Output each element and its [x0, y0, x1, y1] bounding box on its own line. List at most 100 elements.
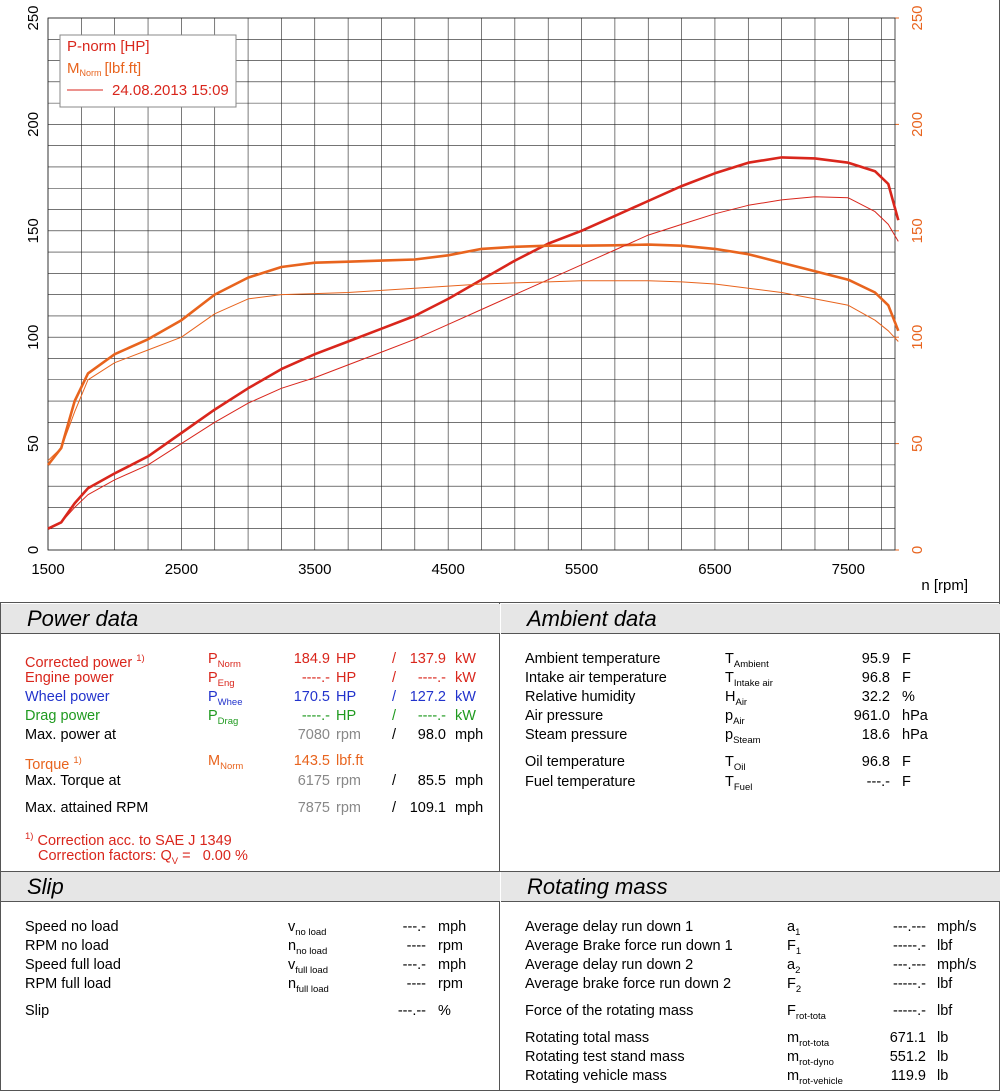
row-label: Intake air temperature [525, 669, 667, 687]
label-text: Rotating vehicle mass [525, 1068, 667, 1084]
unit: lb [937, 1049, 949, 1065]
value: 96.8 [861, 670, 890, 686]
x-tick-label: 2500 [165, 561, 198, 578]
legend-label-part: M [67, 60, 80, 77]
value: -----.- [892, 1003, 926, 1019]
unit: rpm [336, 727, 361, 743]
x-tick-label: 1500 [31, 561, 64, 578]
symbol: nno load [288, 937, 327, 961]
label-text: Slip [25, 1003, 50, 1019]
symbol-sub: Drag [217, 716, 239, 727]
value: ----.- [301, 670, 330, 686]
symbol-main: M [208, 753, 221, 769]
value: ---.--- [892, 919, 926, 935]
row-label: RPM full load [25, 975, 111, 993]
symbol-sub: Air [735, 697, 748, 708]
label-text: Ambient temperature [525, 651, 661, 667]
label-text: Average delay run down 1 [525, 919, 694, 935]
data-line [46, 243, 900, 466]
label-text: Engine power [25, 670, 114, 686]
label-text: Average brake force run down 2 [525, 976, 732, 992]
unit: mph [438, 957, 467, 973]
label-text: Air pressure [525, 708, 604, 724]
separator: / [392, 651, 397, 667]
value: ---.--- [892, 957, 926, 973]
symbol-sub: Norm [220, 761, 244, 772]
symbol-sub: Steam [733, 735, 761, 746]
value: 7080 [297, 727, 330, 743]
legend-label-part: P-norm [HP] [67, 38, 150, 55]
y-tick-label: 0 [25, 546, 42, 554]
symbol-main: a [787, 919, 796, 935]
y-tick-label: 100 [25, 325, 42, 350]
label-text: RPM full load [25, 976, 112, 992]
value: 127.2 [409, 689, 446, 705]
symbol: pSteam [725, 726, 761, 750]
unit: lb [937, 1030, 949, 1046]
footnote-tail: = 0.00 % [178, 848, 248, 864]
unit: kW [455, 651, 476, 667]
symbol-sub: 2 [795, 984, 802, 995]
value: 32.2 [861, 689, 890, 705]
row-label: Slip [25, 1002, 49, 1020]
symbol-main: v [288, 919, 296, 935]
footnote-ref: 1) [73, 755, 82, 766]
row-label: Speed full load [25, 956, 121, 974]
row-label: Corrected power 1) [25, 650, 145, 672]
symbol: pAir [725, 707, 745, 731]
symbol: TAmbient [725, 650, 769, 674]
unit: lbf [937, 1003, 953, 1019]
label-text: Speed no load [25, 919, 119, 935]
symbol-main: T [725, 670, 734, 686]
row-label: Speed no load [25, 918, 119, 936]
plot-frame [47, 17, 896, 551]
symbol: mrot-tota [787, 1029, 829, 1053]
unit: mph [455, 800, 484, 816]
legend-label: 24.08.2013 15:09 [112, 82, 229, 99]
legend-label-part: Norm [80, 68, 102, 78]
symbol: mrot-dyno [787, 1048, 834, 1072]
unit: mph [438, 919, 467, 935]
divider [0, 871, 1000, 872]
symbol: PWhee [208, 688, 243, 712]
symbol-main: m [787, 1049, 800, 1065]
symbol-main: T [725, 774, 734, 790]
label-text: Max. attained RPM [25, 800, 149, 816]
symbol-main: F [787, 976, 796, 992]
separator: / [392, 670, 397, 686]
label-text: Corrected power [25, 654, 133, 671]
symbol-main: p [725, 708, 734, 724]
value: 18.6 [861, 727, 890, 743]
y2-tick-label: 100 [909, 325, 926, 350]
symbol-sub: 1 [795, 927, 801, 938]
symbol: vno load [288, 918, 326, 942]
y-tick-label: 250 [25, 5, 42, 30]
symbol: vfull load [288, 956, 328, 980]
value: ---- [406, 938, 426, 954]
row-label: RPM no load [25, 937, 109, 955]
x-tick-label: 4500 [431, 561, 464, 578]
section-title: Rotating mass [501, 872, 1000, 902]
symbol: nfull load [288, 975, 329, 999]
unit: rpm [336, 800, 361, 816]
symbol-sub: 2 [795, 965, 801, 976]
x-tick-label: 7500 [832, 561, 865, 578]
unit: mph/s [937, 919, 977, 935]
legend-label-part: [lbf.ft] [105, 60, 142, 77]
x-tick-label: 3500 [298, 561, 331, 578]
label-text: Rotating test stand mass [525, 1049, 685, 1065]
row-label: Force of the rotating mass [525, 1002, 693, 1020]
value: 85.5 [417, 773, 446, 789]
symbol-main: T [725, 754, 734, 770]
row-label: Average Brake force run down 1 [525, 937, 733, 955]
divider [0, 602, 1000, 603]
separator: / [392, 689, 397, 705]
symbol-sub: rot-vehicle [799, 1076, 843, 1087]
row-label: Average delay run down 1 [525, 918, 693, 936]
y-tick-label: 150 [25, 218, 42, 243]
symbol-main: P [208, 708, 218, 724]
symbol: PDrag [208, 707, 238, 731]
value: 170.5 [293, 689, 330, 705]
unit: rpm [438, 976, 463, 992]
